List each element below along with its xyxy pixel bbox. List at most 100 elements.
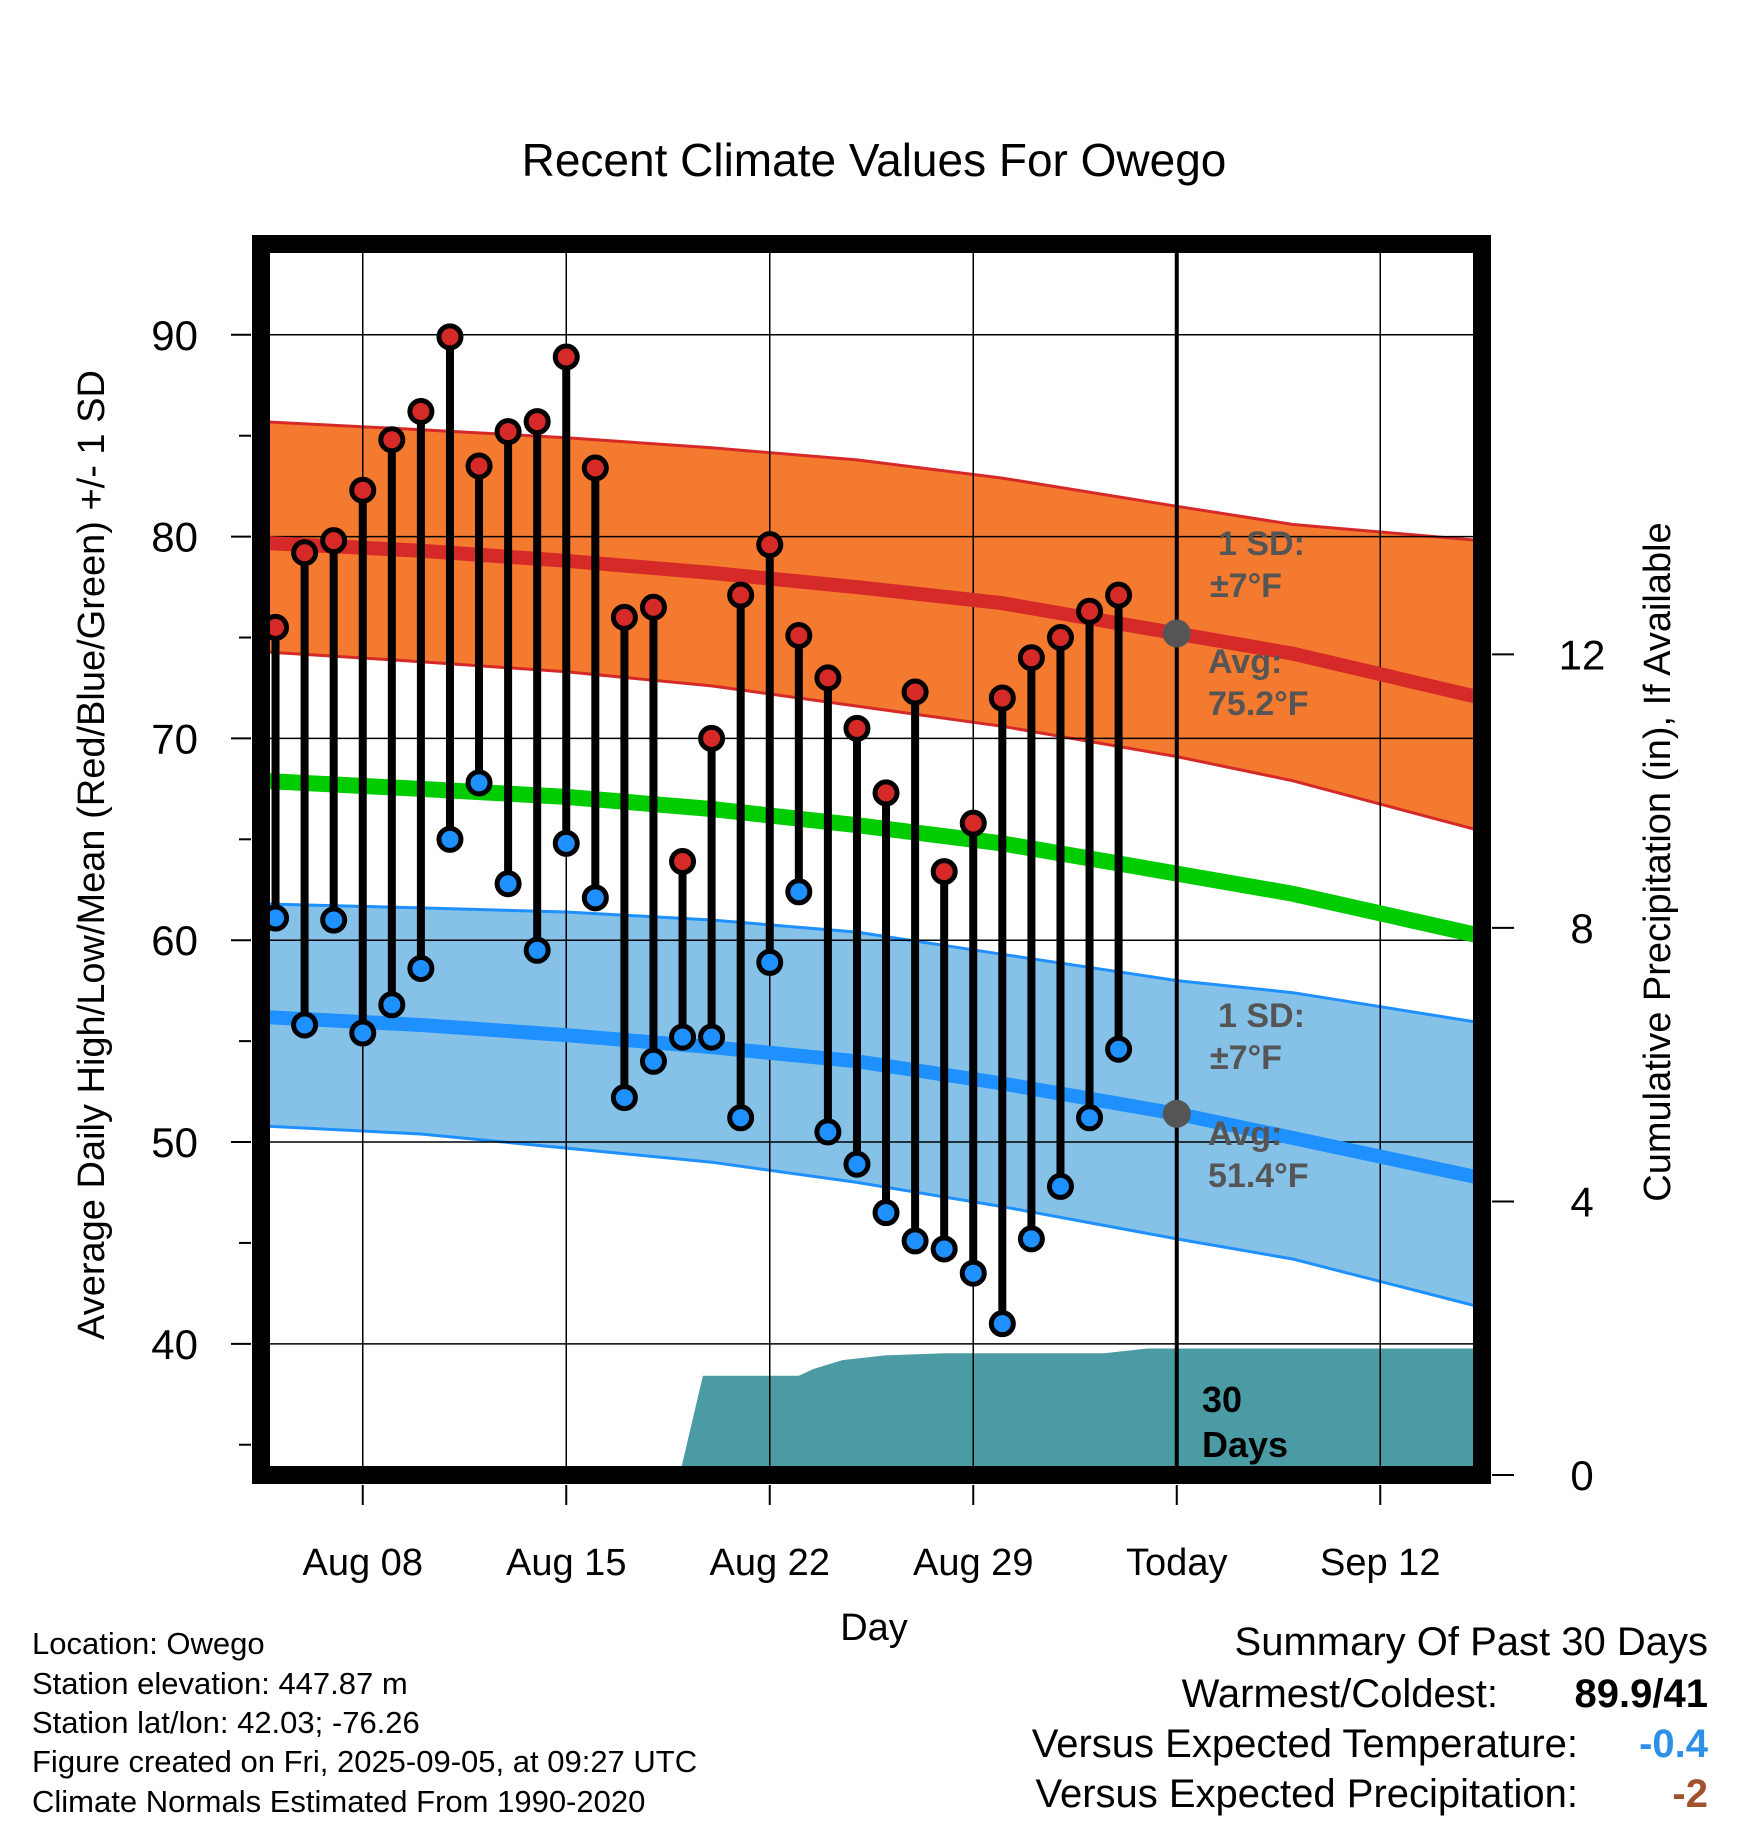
daily-high-point: [291, 539, 319, 567]
y-tick-label: 70: [151, 715, 198, 762]
summary-temp-row: Versus Expected Temperature: -0.4: [1032, 1722, 1708, 1767]
today-normal-low-marker: [1162, 1099, 1191, 1128]
daily-high-point: [698, 724, 726, 752]
daily-low-point: [1046, 1172, 1074, 1200]
high-sd-band-upper-edge: [260, 420, 1483, 543]
daily-low-point: [785, 878, 813, 906]
daily-high-point: [378, 426, 406, 454]
footer-location: Location: Owego: [32, 1626, 265, 1661]
low-avg-value: 51.4°F: [1208, 1157, 1309, 1195]
summary-warmest-label: Warmest/Coldest:: [1181, 1672, 1498, 1716]
summary-title: Summary Of Past 30 Days: [1234, 1620, 1708, 1664]
daily-high-point: [727, 581, 755, 609]
daily-high-point: [523, 408, 551, 436]
plot-background: [261, 244, 1482, 1475]
chart-title: Recent Climate Values For Owego: [522, 134, 1227, 186]
y2-tick-label: 8: [1570, 905, 1593, 952]
daily-low-point: [407, 954, 435, 982]
precip-days-label: 30: [1202, 1379, 1242, 1420]
y-axis-label: Average Daily High/Low/Mean (Red/Blue/Gr…: [71, 370, 113, 1340]
x-tick-label: Aug 08: [303, 1542, 423, 1584]
daily-high-point: [639, 593, 667, 621]
x-tick-label: Aug 15: [506, 1542, 626, 1584]
high-avg-label: Avg:: [1208, 643, 1282, 681]
x-tick-label: Today: [1126, 1542, 1227, 1584]
y2-axis-label: Cumulative Precipitation (in), If Availa…: [1637, 522, 1679, 1201]
high-sd-band-lower-edge: [260, 650, 1483, 833]
y2-tick-label: 12: [1559, 631, 1606, 678]
daily-high-point: [669, 848, 697, 876]
summary-precip-row: Versus Expected Precipitation: -2: [1035, 1772, 1708, 1817]
y-tick-label: 80: [151, 514, 198, 561]
daily-low-point: [320, 906, 348, 934]
x-tick-label: Aug 22: [710, 1542, 830, 1584]
daily-high-point: [930, 858, 958, 886]
y-tick-label: 50: [151, 1119, 198, 1166]
daily-low-point: [1076, 1104, 1104, 1132]
daily-low-point: [756, 948, 784, 976]
daily-low-point: [872, 1199, 900, 1227]
y-tick-label: 40: [151, 1321, 198, 1368]
precip-days-label-2: Days: [1202, 1424, 1288, 1465]
daily-high-point: [843, 714, 871, 742]
x-tick-label: Sep 12: [1320, 1542, 1440, 1584]
daily-low-point: [494, 870, 522, 898]
daily-high-point: [814, 664, 842, 692]
y-tick-label: 90: [151, 312, 198, 359]
summary-precip-label: Versus Expected Precipitation:: [1035, 1772, 1578, 1816]
daily-low-point: [436, 825, 464, 853]
high-avg-value: 75.2°F: [1208, 685, 1309, 723]
x-tick-label: Aug 29: [913, 1542, 1033, 1584]
daily-high-point: [1105, 581, 1133, 609]
daily-low-point: [988, 1310, 1016, 1338]
daily-low-point: [1105, 1035, 1133, 1063]
summary-temp-label: Versus Expected Temperature:: [1031, 1722, 1578, 1766]
summary-warmest-row: Warmest/Coldest: 89.9/41: [1182, 1672, 1708, 1717]
daily-high-point: [436, 323, 464, 351]
daily-high-point: [872, 779, 900, 807]
daily-high-point: [494, 418, 522, 446]
daily-high-point: [901, 678, 929, 706]
daily-low-point: [930, 1235, 958, 1263]
y2-tick-label: 4: [1570, 1178, 1593, 1225]
plot-area: 1 SD: ±7°F Avg: 75.2°F 1 SD: ±7°F Avg: 51.4°F 30…: [151, 235, 1606, 1584]
daily-high-point: [1017, 644, 1045, 672]
daily-low-point: [465, 769, 493, 797]
summary-warmest-value: 89.9/41: [1574, 1672, 1708, 1716]
daily-high-point: [320, 527, 348, 555]
daily-low-point: [639, 1047, 667, 1075]
summary-temp-value: -0.4: [1639, 1722, 1708, 1766]
low-sd-band-lower-edge: [260, 1124, 1483, 1309]
low-sd-label: 1 SD:: [1218, 997, 1305, 1035]
daily-low-point: [814, 1118, 842, 1146]
footer-normals: Climate Normals Estimated From 1990-2020: [32, 1784, 646, 1819]
y2-tick-label: 0: [1570, 1452, 1593, 1499]
daily-low-point: [378, 991, 406, 1019]
daily-low-point: [552, 829, 580, 857]
daily-high-point: [407, 397, 435, 425]
daily-high-point: [1076, 597, 1104, 625]
daily-low-point: [581, 884, 609, 912]
daily-low-point: [727, 1104, 755, 1132]
daily-high-point: [465, 452, 493, 480]
daily-high-point: [552, 343, 580, 371]
daily-high-point: [988, 684, 1016, 712]
y-tick-label: 60: [151, 917, 198, 964]
plot-frame: [252, 235, 1491, 1484]
low-sd-value: ±7°F: [1210, 1039, 1282, 1077]
daily-low-point: [901, 1227, 929, 1255]
daily-low-point: [610, 1084, 638, 1112]
x-axis-label: Day: [840, 1607, 908, 1649]
high-sd-label: 1 SD:: [1218, 525, 1305, 563]
footer-created: Figure created on Fri, 2025-09-05, at 09…: [32, 1744, 698, 1779]
daily-low-point: [349, 1019, 377, 1047]
footer-elevation: Station elevation: 447.87 m: [32, 1666, 408, 1701]
high-sd-value: ±7°F: [1210, 567, 1282, 605]
daily-low-point: [959, 1259, 987, 1287]
daily-high-point: [610, 603, 638, 631]
daily-low-point: [843, 1150, 871, 1178]
daily-low-point: [291, 1011, 319, 1039]
daily-low-point: [523, 936, 551, 964]
today-normal-high-marker: [1162, 619, 1191, 648]
